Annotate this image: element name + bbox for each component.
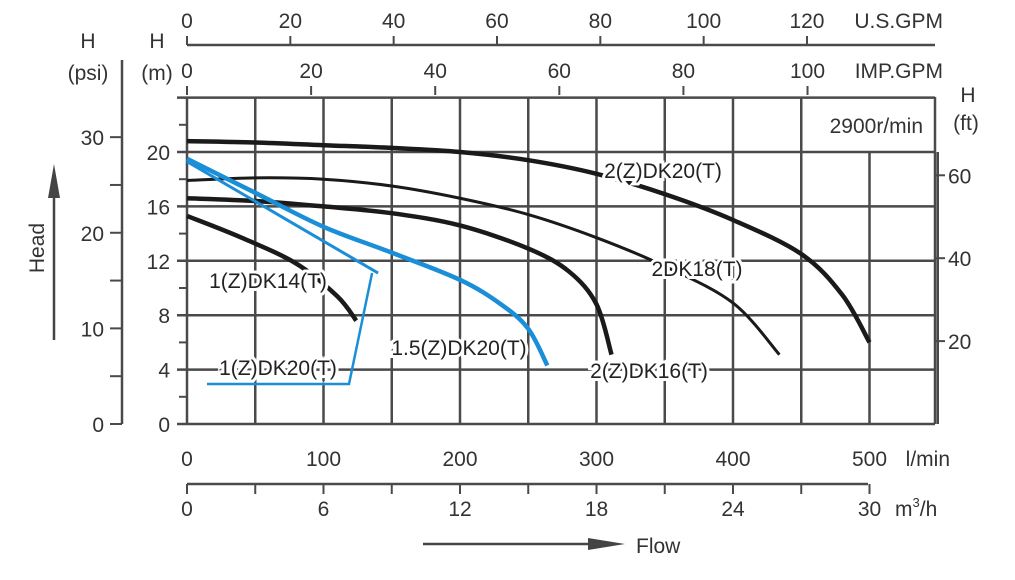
y-axis-ft-label: H <box>960 84 975 107</box>
series-leader-line <box>207 272 374 386</box>
imp-gpm-unit: IMP.GPM <box>855 60 943 83</box>
y-axis-m-unit: (m) <box>141 62 172 85</box>
x-axis-lmin-unit: l/min <box>906 448 950 471</box>
series-curve <box>186 213 359 323</box>
series-curve <box>186 176 781 356</box>
series-label: 2(Z)DK16(T) <box>590 360 708 383</box>
us-gpm-tick-label: 20 <box>279 10 302 33</box>
y-axis-psi-label: H <box>80 30 95 53</box>
us-gpm-tick-label: 100 <box>686 10 721 33</box>
speed-label: 2900r/min <box>830 115 923 138</box>
y-tick-label-psi: 20 <box>81 223 104 246</box>
head-arrow-icon <box>48 164 60 198</box>
x-axis-m3h-unit: m3/h <box>895 495 937 521</box>
y-tick-label-ft: 60 <box>948 165 971 188</box>
imp-gpm-tick-label: 100 <box>790 60 825 83</box>
imp-gpm-tick-label: 0 <box>181 60 193 83</box>
series-label: 1.5(Z)DK20(T) <box>391 337 526 360</box>
imp-gpm-tick-label: 80 <box>672 60 695 83</box>
m3h-tick-label: 6 <box>318 498 330 521</box>
y-axis-ft-unit: (ft) <box>953 112 979 135</box>
x-tick-label-lmin: 500 <box>852 448 887 471</box>
series-label: 1(Z)DK14(T) <box>209 270 327 293</box>
x-tick-label-lmin: 200 <box>442 448 477 471</box>
y-axis-m-label: H <box>149 30 164 53</box>
us-gpm-tick-label: 60 <box>485 10 508 33</box>
y-axis-title: Head <box>26 223 49 273</box>
m3h-tick-label: 12 <box>448 498 471 521</box>
x-tick-label-lmin: 0 <box>181 448 193 471</box>
labels: 2900r/min 2(Z)DK20(T) 2DK18(T) 2(Z)DK16(T) 1… <box>206 115 923 386</box>
axes: 048121620H(m)0102030H(psi)204060H(ft)Hea… <box>26 10 979 558</box>
y-tick-label-ft: 40 <box>948 248 971 271</box>
y-tick-label-m: 0 <box>158 414 170 437</box>
y-axis-psi-unit: (psi) <box>68 62 109 85</box>
y-tick-label-m: 12 <box>147 251 170 274</box>
us-gpm-tick-label: 120 <box>789 10 824 33</box>
y-tick-label-ft: 20 <box>948 331 971 354</box>
y-tick-label-m: 20 <box>147 142 170 165</box>
imp-gpm-tick-label: 20 <box>299 60 322 83</box>
series-label: 1(Z)DK20(T) <box>219 357 337 380</box>
y-tick-label-m: 16 <box>147 196 170 219</box>
imp-gpm-tick-label: 60 <box>548 60 571 83</box>
series-curve <box>186 138 872 344</box>
y-tick-label-psi: 0 <box>92 414 104 437</box>
m3h-tick-label: 0 <box>181 498 193 521</box>
us-gpm-unit: U.S.GPM <box>854 10 943 33</box>
us-gpm-tick-label: 80 <box>589 10 612 33</box>
x-tick-label-lmin: 300 <box>579 448 614 471</box>
curves <box>185 138 872 386</box>
flow-arrow-icon <box>588 538 625 550</box>
series-curve <box>185 156 550 367</box>
us-gpm-tick-label: 40 <box>382 10 405 33</box>
us-gpm-tick-label: 0 <box>181 10 193 33</box>
y-tick-label-psi: 10 <box>81 318 104 341</box>
m3h-tick-label: 18 <box>585 498 608 521</box>
y-tick-label-m: 4 <box>158 360 170 383</box>
x-tick-label-lmin: 100 <box>306 448 341 471</box>
series-label: 2DK18(T) <box>651 258 742 281</box>
x-axis-title: Flow <box>636 535 681 558</box>
m3h-tick-label: 24 <box>721 498 745 521</box>
y-tick-label-m: 8 <box>158 305 170 328</box>
imp-gpm-tick-label: 40 <box>424 60 447 83</box>
y-tick-label-psi: 30 <box>81 127 104 150</box>
m3h-tick-label: 30 <box>858 498 881 521</box>
series-curve <box>186 160 379 275</box>
series-label: 2(Z)DK20(T) <box>604 160 722 183</box>
x-tick-label-lmin: 400 <box>715 448 750 471</box>
